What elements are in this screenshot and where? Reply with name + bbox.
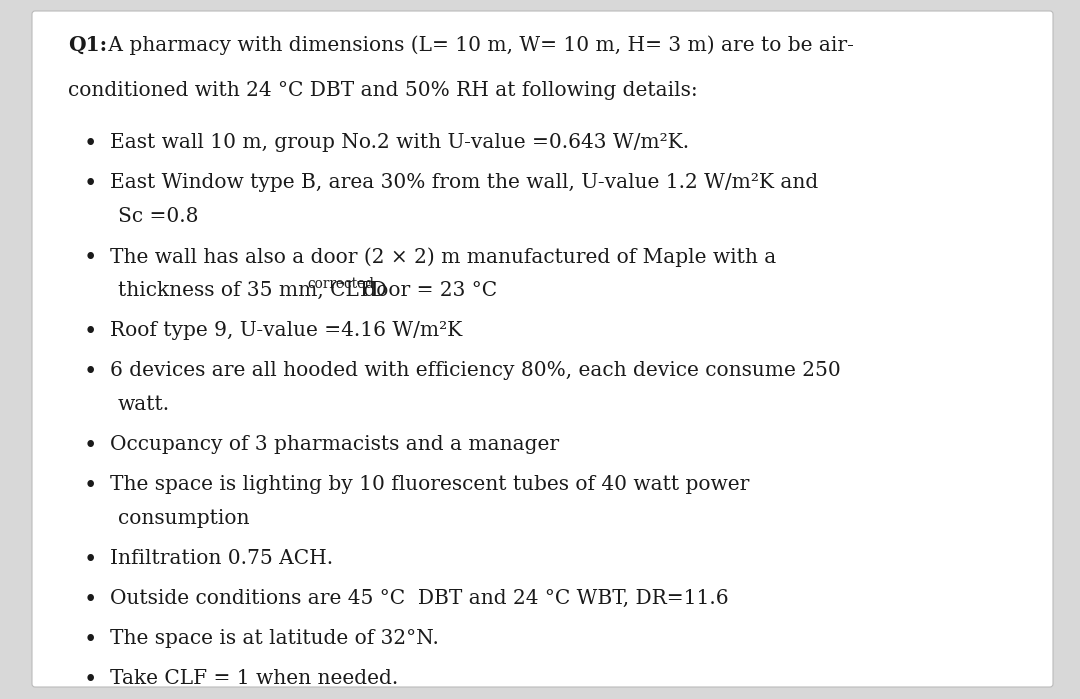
Text: Outside conditions are 45 °C  DBT and 24 °C WBT, DR=11.6: Outside conditions are 45 °C DBT and 24 …: [110, 589, 729, 608]
Text: •: •: [83, 321, 97, 343]
Text: conditioned with 24 °C DBT and 50% RH at following details:: conditioned with 24 °C DBT and 50% RH at…: [68, 81, 698, 100]
Text: The wall has also a door (2 × 2) m manufactured of Maple with a: The wall has also a door (2 × 2) m manuf…: [110, 247, 777, 266]
FancyBboxPatch shape: [32, 11, 1053, 687]
Text: watt.: watt.: [118, 395, 171, 414]
Text: Q1:: Q1:: [68, 35, 107, 55]
Text: •: •: [83, 629, 97, 651]
Text: •: •: [83, 475, 97, 497]
Text: Take CLF = 1 when needed.: Take CLF = 1 when needed.: [110, 669, 399, 688]
Text: Roof type 9, U-value =4.16 W/m²K: Roof type 9, U-value =4.16 W/m²K: [110, 321, 462, 340]
Text: •: •: [83, 361, 97, 383]
Text: •: •: [83, 435, 97, 457]
Text: •: •: [83, 133, 97, 155]
Text: A pharmacy with dimensions (L= 10 m, W= 10 m, H= 3 m) are to be air-: A pharmacy with dimensions (L= 10 m, W= …: [102, 35, 854, 55]
Text: •: •: [83, 589, 97, 611]
Text: Infiltration 0.75 ACH.: Infiltration 0.75 ACH.: [110, 549, 333, 568]
Text: 6 devices are all hooded with efficiency 80%, each device consume 250: 6 devices are all hooded with efficiency…: [110, 361, 840, 380]
Text: Sc =0.8: Sc =0.8: [118, 207, 199, 226]
Text: Occupancy of 3 pharmacists and a manager: Occupancy of 3 pharmacists and a manager: [110, 435, 559, 454]
Text: corrected: corrected: [308, 277, 375, 291]
Text: East Window type B, area 30% from the wall, U-value 1.2 W/m²K and: East Window type B, area 30% from the wa…: [110, 173, 819, 192]
Text: door = 23 °C: door = 23 °C: [357, 281, 497, 300]
Text: thickness of 35 mm, CLTD: thickness of 35 mm, CLTD: [118, 281, 387, 300]
Text: •: •: [83, 173, 97, 195]
Text: The space is at latitude of 32°N.: The space is at latitude of 32°N.: [110, 629, 438, 648]
Text: •: •: [83, 247, 97, 269]
Text: consumption: consumption: [118, 509, 249, 528]
Text: East wall 10 m, group No.2 with U-value =0.643 W/m²K.: East wall 10 m, group No.2 with U-value …: [110, 133, 689, 152]
Text: The space is lighting by 10 fluorescent tubes of 40 watt power: The space is lighting by 10 fluorescent …: [110, 475, 750, 494]
Text: •: •: [83, 669, 97, 691]
Text: •: •: [83, 549, 97, 571]
